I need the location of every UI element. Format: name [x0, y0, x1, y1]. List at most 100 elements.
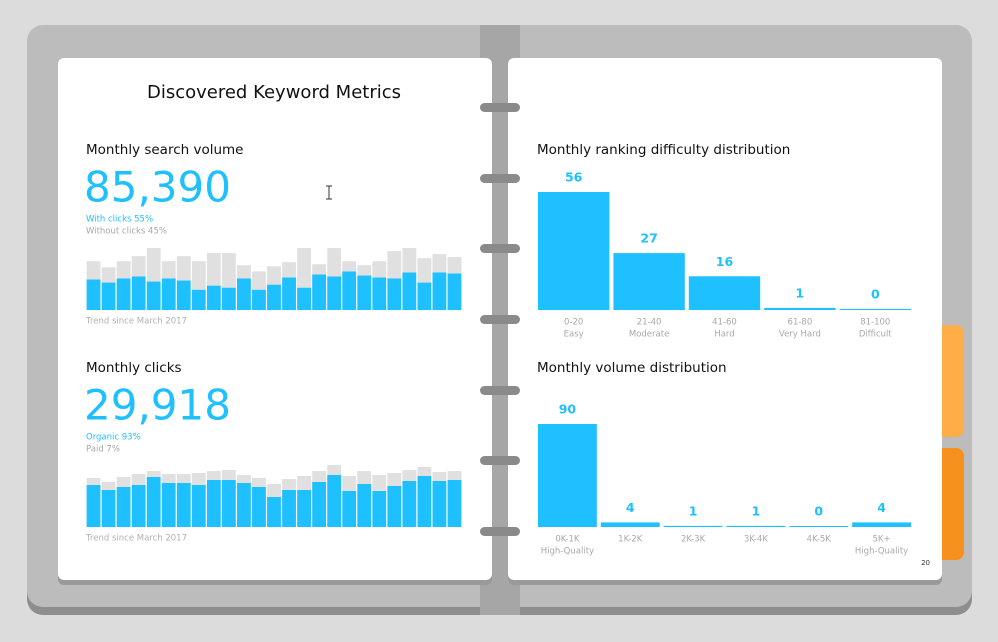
bar-segment	[402, 481, 417, 527]
category-sublabel: Difficult	[859, 330, 893, 340]
bar-segment	[297, 248, 311, 288]
rings	[480, 103, 520, 536]
page-number: 20	[921, 559, 930, 567]
bar-segment	[372, 277, 387, 310]
bar-segment	[146, 281, 161, 310]
bar-segment	[342, 271, 357, 310]
bar-segment	[357, 265, 372, 276]
bar-segment	[191, 261, 206, 290]
bar-segment	[372, 261, 387, 278]
bar-segment	[372, 491, 387, 527]
bar-segment	[447, 257, 462, 274]
value-label: 4	[626, 500, 635, 515]
category-label: 61-80	[788, 318, 813, 328]
bar-segment	[221, 480, 236, 527]
category-label: 81-100	[860, 318, 890, 328]
bar-segment	[387, 486, 402, 527]
headline-number: 29,918	[84, 381, 231, 430]
bar	[852, 522, 911, 527]
bar-segment	[282, 277, 296, 310]
bar-segment	[237, 483, 251, 527]
bar-segment	[387, 278, 402, 310]
bar-segment	[206, 471, 221, 480]
bar-segment	[447, 480, 462, 527]
category-sublabel: High-Quality	[855, 547, 908, 557]
bar-segment	[327, 248, 342, 277]
bar-segment	[146, 471, 161, 477]
bar-segment	[252, 289, 266, 310]
bar-segment	[252, 487, 266, 527]
bar-segment	[267, 484, 281, 497]
bar-segment	[176, 256, 191, 281]
bar-segment	[237, 265, 251, 279]
bar-segment	[206, 480, 221, 527]
bar-segment	[357, 484, 372, 527]
bar-segment	[101, 482, 116, 490]
right-page	[508, 58, 942, 580]
bar-segment	[131, 276, 146, 310]
bar	[726, 525, 786, 527]
bar-segment	[432, 254, 447, 273]
bar-segment	[101, 267, 116, 283]
chart-title: Monthly volume distribution	[537, 360, 727, 376]
bar-segment	[101, 282, 116, 310]
bar-segment	[312, 471, 327, 482]
bar-segment	[191, 473, 206, 485]
bar-segment	[267, 284, 281, 310]
bar-segment	[417, 282, 432, 310]
footnote: Trend since March 2017	[85, 317, 187, 327]
bar-segment	[221, 470, 236, 480]
bar-segment	[402, 248, 417, 273]
bar-segment	[327, 475, 342, 527]
category-sublabel: Moderate	[629, 330, 669, 340]
bar-segment	[86, 485, 101, 527]
legend-entry: Organic 93%	[86, 433, 141, 443]
bar-segment	[267, 497, 281, 527]
category-sublabel: Easy	[564, 330, 584, 340]
bar-segment	[372, 475, 387, 491]
value-label: 0	[814, 504, 823, 519]
category-label: 1K-2K	[618, 535, 643, 545]
category-label: 2K-3K	[681, 535, 706, 545]
category-label: 3K-4K	[744, 535, 769, 545]
bar-segment	[387, 473, 402, 486]
bar	[764, 307, 836, 310]
ring	[480, 174, 520, 183]
bar-segment	[176, 483, 191, 527]
chart-title: Monthly ranking difficulty distribution	[537, 142, 790, 158]
bar-segment	[297, 490, 311, 527]
bar-segment	[342, 261, 357, 272]
category-label: 4K-5K	[807, 535, 832, 545]
cursor	[326, 185, 332, 200]
bar-segment	[282, 490, 296, 527]
category-label: 41-60	[712, 318, 737, 328]
bar-segment	[432, 272, 447, 310]
bar-segment	[131, 474, 146, 485]
bar-segment	[252, 271, 266, 290]
bar	[663, 525, 723, 527]
bar-segment	[402, 470, 417, 481]
footnote: Trend since March 2017	[85, 534, 187, 544]
bar-segment	[146, 248, 161, 282]
category-sublabel: High-Quality	[541, 547, 594, 557]
bar-segment	[116, 487, 131, 527]
category-label: 0-20	[564, 318, 583, 328]
bar-segment	[146, 477, 161, 527]
bar	[613, 253, 685, 310]
legend-entry: With clicks 55%	[86, 215, 153, 225]
category-sublabel: Hard	[714, 330, 734, 340]
legend-entry: Paid 7%	[86, 445, 120, 455]
page-title: Discovered Keyword Metrics	[147, 82, 401, 103]
bar-segment	[357, 471, 372, 484]
bar-segment	[432, 472, 447, 481]
ring	[480, 386, 520, 395]
headline-number: 85,390	[84, 163, 231, 212]
value-label: 1	[752, 503, 761, 518]
category-label: 0K-1K	[555, 535, 580, 545]
ring	[480, 244, 520, 253]
ring	[480, 103, 520, 112]
left-page	[58, 58, 492, 580]
bar-segment	[191, 289, 206, 310]
bar	[538, 424, 597, 527]
